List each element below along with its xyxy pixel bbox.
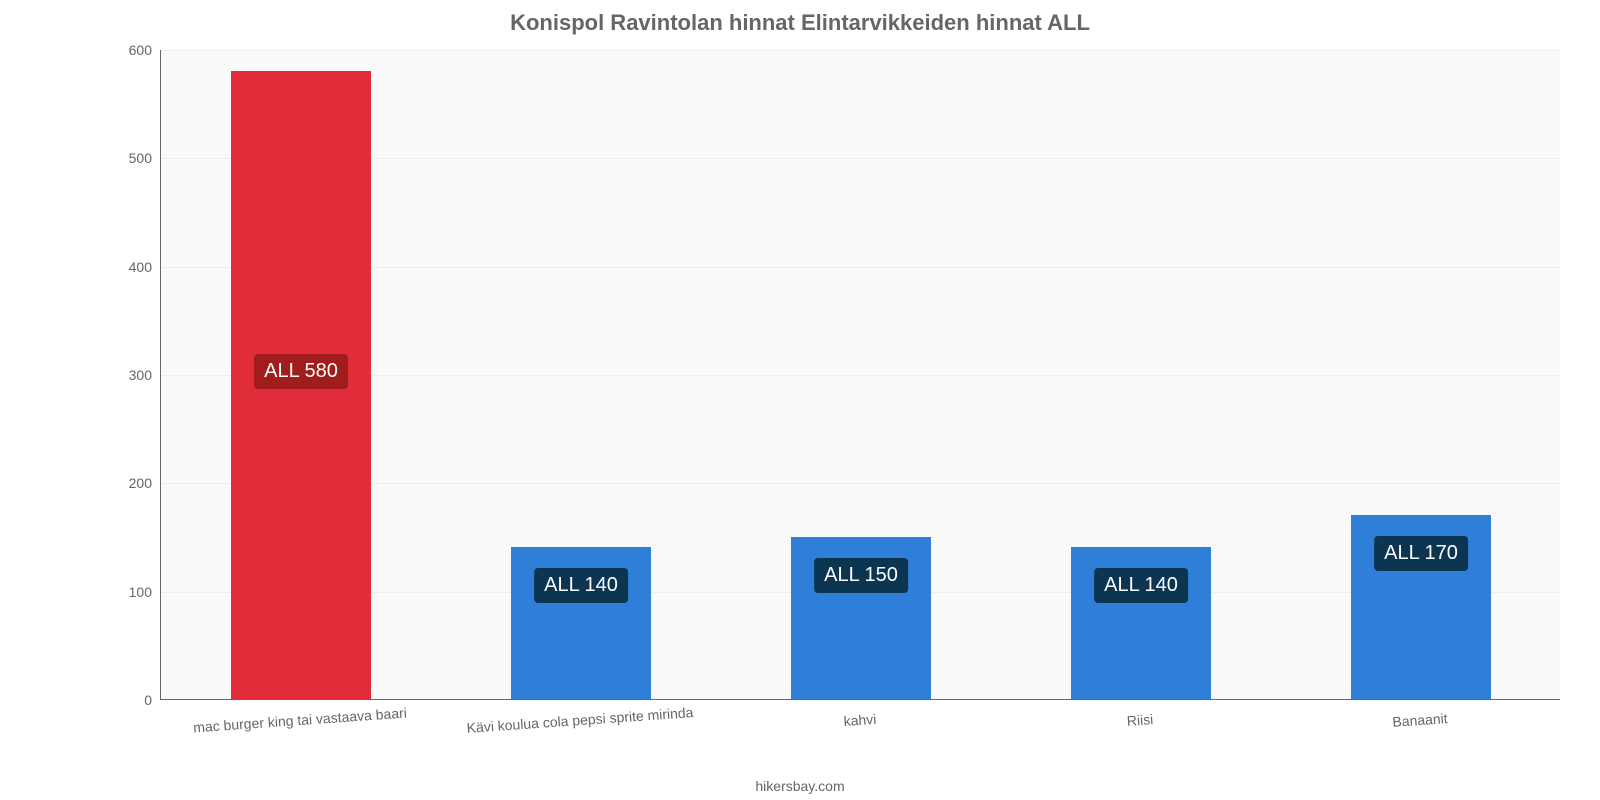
x-category-label: Banaanit — [1392, 710, 1448, 730]
ytick-label: 100 — [112, 584, 152, 600]
x-category-label: mac burger king tai vastaava baari — [193, 705, 408, 736]
bar-value-label: ALL 150 — [814, 558, 908, 593]
ytick-label: 200 — [112, 475, 152, 491]
x-category-label: Kävi koulua cola pepsi sprite mirinda — [466, 704, 694, 736]
ytick-label: 600 — [112, 42, 152, 58]
bar-value-label: ALL 580 — [254, 354, 348, 389]
gridline — [161, 50, 1560, 51]
bar-value-label: ALL 140 — [1094, 568, 1188, 603]
ytick-label: 500 — [112, 150, 152, 166]
x-category-label: Riisi — [1126, 711, 1154, 729]
ytick-label: 400 — [112, 259, 152, 275]
source-text: hikersbay.com — [0, 778, 1600, 794]
plot-area: ALL 580 ALL 140 ALL 150 ALL 140 ALL 170 — [160, 50, 1560, 700]
ytick-label: 0 — [112, 692, 152, 708]
chart-title: Konispol Ravintolan hinnat Elintarvikkei… — [0, 0, 1600, 36]
x-category-label: kahvi — [843, 711, 877, 729]
bar-value-label: ALL 140 — [534, 568, 628, 603]
bar-value-label: ALL 170 — [1374, 536, 1468, 571]
ytick-label: 300 — [112, 367, 152, 383]
